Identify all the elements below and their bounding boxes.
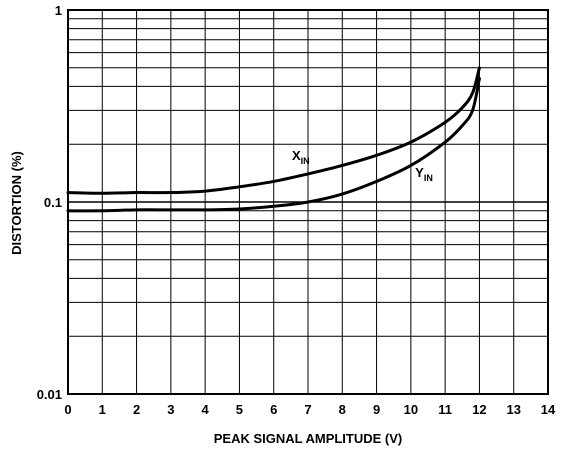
x-tick-label: 13 [506,402,520,417]
x-tick-label: 12 [472,402,486,417]
x-tick-label: 4 [202,402,210,417]
x-axis-title: PEAK SIGNAL AMPLITUDE (V) [214,431,403,446]
series-lines [66,66,481,213]
x-tick-label: 2 [133,402,140,417]
y-tick-labels: 0.01 0.1 1 [37,3,62,402]
x-tick-label: 6 [270,402,277,417]
series-line-y-in [66,76,481,213]
plot-frame [67,9,549,395]
x-tick-label: 8 [339,402,346,417]
x-tick-label: 14 [541,402,556,417]
x-tick-label: 7 [304,402,311,417]
plot-border [67,9,549,395]
series-line-x-in [66,66,481,195]
series-label-x-in: XIN [292,148,310,166]
y-tick-label: 0.1 [44,195,62,210]
x-tick-label: 5 [236,402,243,417]
series-label-subscript: IN [301,156,310,166]
series-label-subscript: IN [424,173,433,183]
x-tick-label: 11 [438,402,452,417]
y-tick-label: 1 [55,3,62,18]
x-tick-labels: 0 1 2 3 4 5 6 7 8 9 10 11 12 13 14 [64,402,556,417]
series-label-y-in: YIN [415,165,433,183]
y-tick-label: 0.01 [37,387,62,402]
x-tick-label: 0 [64,402,71,417]
x-tick-label: 3 [167,402,174,417]
y-axis-title: DISTORTION (%) [9,151,24,255]
x-tick-label: 1 [99,402,106,417]
x-tick-label: 9 [373,402,380,417]
x-tick-label: 10 [404,402,418,417]
